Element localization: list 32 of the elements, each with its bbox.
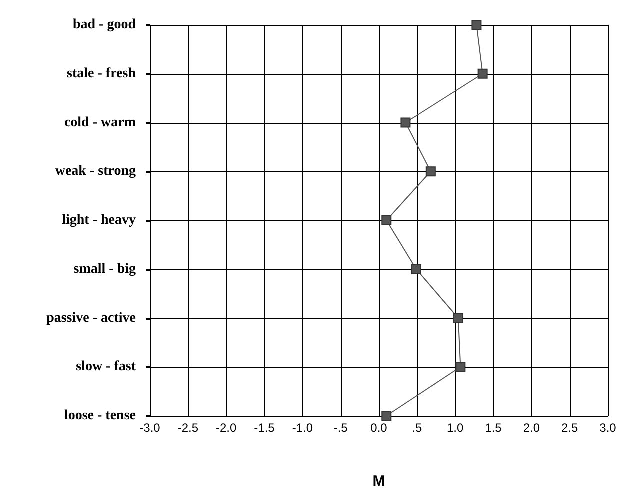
y-tick-label: bad - good	[72, 18, 136, 32]
y-tick-label: loose - tense	[64, 408, 136, 424]
x-tick-label: 2.5	[561, 421, 578, 435]
y-tick-label: small - big	[74, 262, 136, 277]
x-tick-label: .5	[412, 421, 422, 435]
y-tick-label: cold - warm	[64, 115, 136, 130]
x-tick-label: -3.0	[140, 421, 161, 435]
x-tick-label: 3.0	[600, 421, 617, 435]
x-tick-label: -2.0	[216, 421, 237, 435]
point	[400, 118, 411, 128]
x-tick-label: -1.0	[292, 421, 314, 435]
point	[411, 264, 422, 274]
point	[472, 20, 482, 30]
y-tick-label: light - heavy	[62, 213, 136, 228]
point	[382, 216, 392, 226]
y-tick-label: slow - fast	[76, 360, 136, 375]
y-tick-label: weak - strong	[55, 164, 136, 180]
x-tick-label: -.5	[334, 421, 348, 435]
x-tick-label: 2.0	[523, 421, 540, 435]
x-tick-label: -1.5	[254, 421, 276, 435]
x-axis-title: M	[372, 473, 386, 490]
y-tick-label: stale - fresh	[67, 66, 136, 82]
x-tick-label: 0.0	[370, 421, 388, 435]
point	[382, 411, 392, 421]
x-tick-label: 1.5	[485, 421, 502, 435]
point	[478, 68, 488, 79]
x-tick-label: 1.0	[446, 421, 464, 435]
point	[453, 313, 464, 324]
y-tick-label: passive - active	[46, 310, 136, 326]
point	[426, 166, 436, 177]
x-tick-label: -2.5	[178, 421, 199, 435]
point	[456, 362, 466, 372]
